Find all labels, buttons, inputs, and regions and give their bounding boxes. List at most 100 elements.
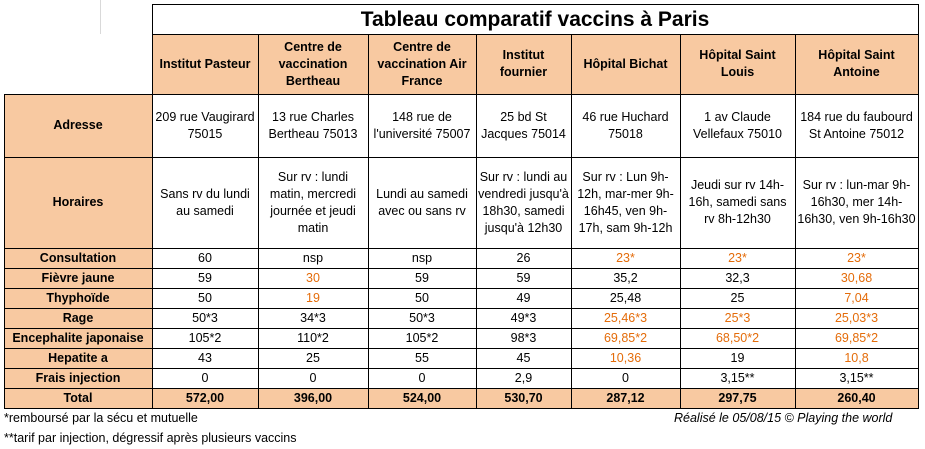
row-label: Fièvre jaune [4,268,152,288]
table-cell: 10,36 [609,350,642,365]
table-cell: 25 [730,290,745,305]
row-label: Frais injection [4,368,152,388]
table-gridline [258,34,259,409]
table-gridline [4,268,919,269]
table-gridline [4,288,919,289]
table-gridline [571,34,572,409]
table-gridline [4,388,919,389]
table-border [152,34,919,35]
table-gridline [795,34,796,409]
table-gridline [4,328,919,329]
footnote-reimbursed: *remboursé par la sécu et mutuelle [4,411,198,425]
table-cell: Sur rv : lun-mar 9h-16h30, mer 14h-16h30… [797,178,916,226]
table-gridline [680,34,681,409]
table-cell: 10,8 [844,350,869,365]
table-cell: 0 [309,370,317,385]
table-cell: 524,00 [368,388,476,408]
table-cell: 209 rue Vaugirard 75015 [155,109,255,141]
table-cell: 105*2 [405,330,439,345]
table-cell: 59 [516,270,531,285]
table-cell: 68,50*2 [715,330,760,345]
table-cell: 105*2 [188,330,222,345]
table-cell: 50 [198,290,212,305]
table-cell: 0 [201,370,209,385]
table-cell: 23* [728,250,747,265]
table-cell: 297,75 [680,388,795,408]
table-cell: 25*3 [724,310,751,325]
table-gridline [4,94,919,95]
row-label: Rage [4,308,152,328]
table-cell: 45 [516,350,531,365]
table-cell: 530,70 [476,388,571,408]
row-label: Horaires [4,157,152,248]
table-cell: 19 [306,290,320,305]
table-cell: Sur rv : Lun 9h-12h, mar-mer 9h-16h45, v… [577,169,674,235]
column-header: Centre de vaccination Bertheau [258,34,368,94]
table-cell: 287,12 [571,388,680,408]
table-cell: 3,15** [839,370,874,385]
table-cell: 0 [622,370,629,385]
table-cell: 25 [306,350,320,365]
table-cell: 49 [516,290,531,305]
column-header: Institut Pasteur [152,34,258,94]
column-header: Hôpital Bichat [571,34,680,94]
table-gridline [4,368,919,369]
table-cell: 23* [847,250,866,265]
table-cell: 30,68 [840,270,873,285]
table-cell: 69,85*2 [834,330,879,345]
column-header: Centre de vaccination Air France [368,34,476,94]
table-gridline [4,157,919,158]
table-cell: Lundi au samedi avec ou sans rv [376,186,468,218]
row-label: Encephalite japonaise [4,328,152,348]
table-cell: 0 [418,370,426,385]
table-gridline [4,408,919,409]
table-cell: nsp [411,250,433,265]
table-cell: 98*3 [510,330,537,345]
table-cell: 3,15** [720,370,755,385]
table-gridline [152,34,153,409]
table-cell: 19 [730,350,745,365]
table-cell: 13 rue Charles Bertheau 75013 [268,109,358,141]
table-cell: 23* [616,250,635,265]
row-label: Adresse [4,94,152,157]
table-cell: 7,04 [844,290,869,305]
table-cell: 49*3 [510,310,537,325]
table-cell: 25,03*3 [834,310,879,325]
column-header: Hôpital Saint Antoine [795,34,918,94]
row-label: Thyphoïde [4,288,152,308]
table-gridline [368,34,369,409]
table-cell: 60 [198,250,212,265]
table-cell: 35,2 [613,270,638,285]
table-gridline [4,248,919,249]
table-title: Tableau comparatif vaccins à Paris [152,4,918,34]
table-cell: 46 rue Huchard 75018 [582,109,669,141]
table-gridline [4,308,919,309]
table-cell: 184 rue du faubourd St Antoine 75012 [800,109,913,141]
column-header: Institut fournier [476,34,571,94]
table-cell: 50*3 [409,310,435,325]
table-cell: Sans rv du lundi au samedi [160,186,250,218]
table-cell: Jeudi sur rv 14h-16h, samedi sans rv 8h-… [688,178,787,226]
table-cell: 110*2 [297,330,329,345]
table-cell: 260,40 [795,388,918,408]
table-gridline [476,34,477,409]
credit-text: Réalisé le 05/08/15 © Playing the world [674,411,893,425]
table-cell: 148 rue de l'université 75007 [373,109,471,141]
table-cell: 396,00 [258,388,368,408]
sheet-gridline [100,0,101,34]
table-border [4,94,5,409]
table-cell: 25 bd St Jacques 75014 [481,109,566,141]
table-cell: 25,46*3 [603,310,648,325]
table-cell: 32,3 [725,270,750,285]
table-border [918,4,919,409]
table-cell: 2,9 [514,370,533,385]
table-cell: 25,48 [609,290,642,305]
table-cell: Sur rv : lundi matin, mercredi journée e… [269,169,357,235]
table-cell: 69,85*2 [603,330,648,345]
table-cell: 55 [415,350,429,365]
row-label: Consultation [4,248,152,268]
column-header: Hôpital Saint Louis [680,34,795,94]
table-gridline [4,348,919,349]
table-cell: 43 [198,350,212,365]
footnote-injection-rate: **tarif par injection, dégressif après p… [4,431,297,445]
